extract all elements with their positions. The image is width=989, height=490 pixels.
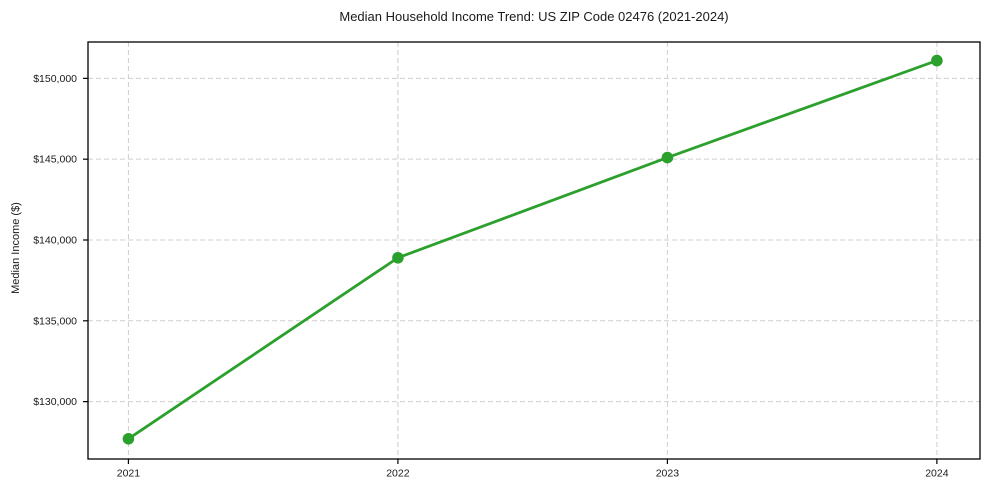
y-tick-label: $130,000: [33, 396, 77, 408]
data-point-marker: [661, 151, 674, 164]
x-tick-label: 2024: [925, 468, 949, 480]
y-tick-label: $135,000: [33, 315, 77, 327]
data-point-marker: [122, 432, 135, 445]
x-tick-label: 2022: [386, 468, 410, 480]
y-tick-label: $140,000: [33, 234, 77, 246]
plot-frame: [87, 41, 981, 460]
y-tick-label: $150,000: [33, 73, 77, 85]
x-tick-label: 2021: [117, 468, 141, 480]
chart-title: Median Household Income Trend: US ZIP Co…: [339, 9, 729, 24]
y-tick-label: $145,000: [33, 154, 77, 166]
data-point-marker: [931, 54, 943, 67]
x-tick-label: 2023: [656, 468, 680, 480]
trend-line: [127, 59, 939, 441]
data-point-marker: [392, 251, 404, 264]
